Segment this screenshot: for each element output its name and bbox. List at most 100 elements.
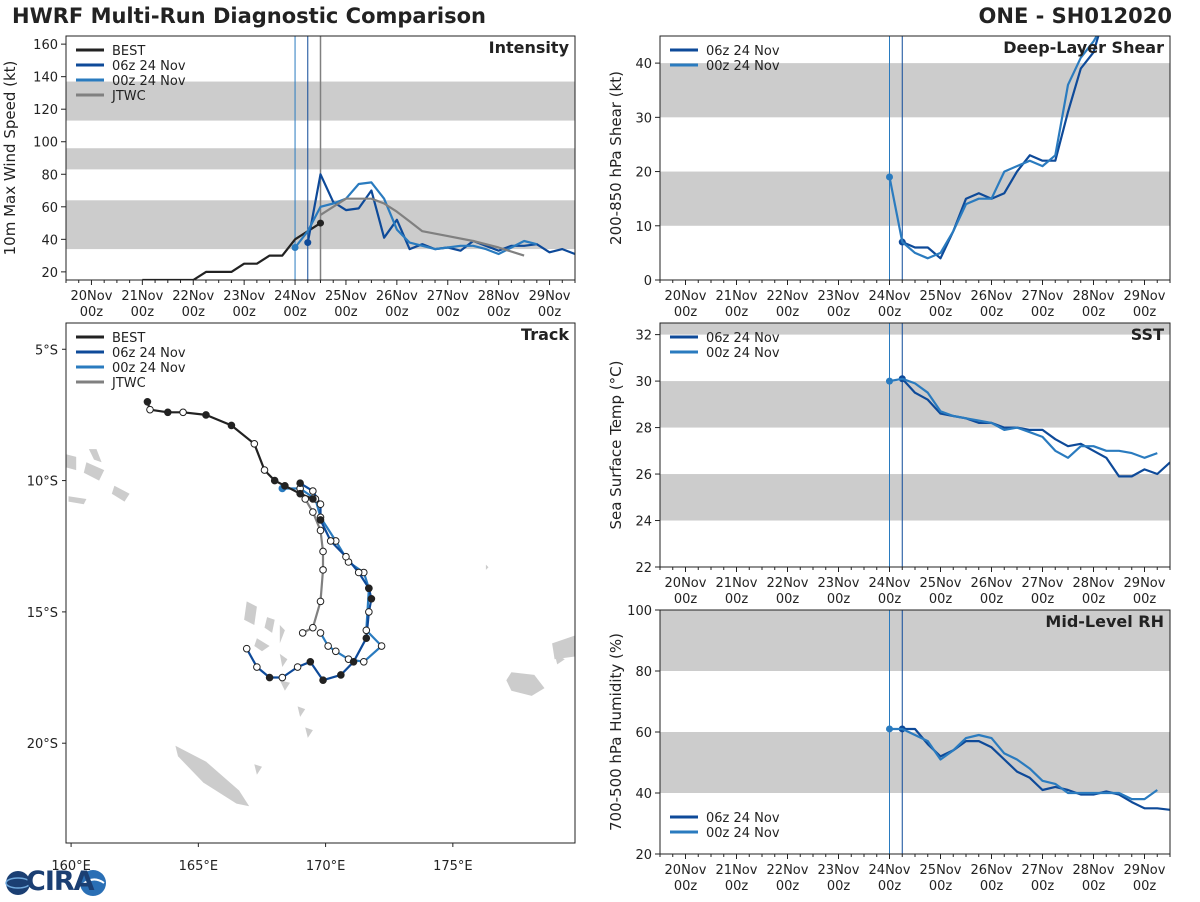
rh-xtick-hour: 00z bbox=[1031, 879, 1055, 894]
intensity-ytick-label: 80 bbox=[41, 168, 58, 183]
intensity-xtick-hour: 00z bbox=[487, 305, 511, 320]
track-point-best bbox=[227, 421, 236, 430]
rh-xtick-day: 26Nov bbox=[971, 863, 1013, 878]
sst-ytick-label: 24 bbox=[635, 515, 652, 530]
track-panel-title: Track bbox=[521, 325, 569, 344]
sst-series-run00 bbox=[889, 377, 1158, 459]
intensity-legend-label: BEST bbox=[112, 44, 145, 59]
land-island bbox=[305, 727, 313, 738]
track-point-best bbox=[260, 466, 269, 474]
panel-intensity: 2040608010012014016020Nov00z21Nov00z22No… bbox=[1, 35, 576, 320]
rh-band-0 bbox=[660, 732, 1170, 793]
rh-xtick-day: 28Nov bbox=[1073, 863, 1115, 878]
shear-ytick-label: 10 bbox=[635, 220, 652, 235]
rh-xtick-day: 23Nov bbox=[818, 863, 860, 878]
shear-xtick-day: 26Nov bbox=[971, 289, 1013, 304]
cira-logo: CIRA bbox=[4, 866, 108, 898]
track-point-run00 bbox=[331, 647, 340, 656]
sst-xtick-hour: 00z bbox=[1082, 592, 1106, 607]
track-point-run06 bbox=[242, 644, 251, 653]
track-point-run00 bbox=[362, 626, 371, 635]
sst-ytick-label: 32 bbox=[635, 329, 652, 344]
land-island bbox=[68, 496, 87, 505]
shear-ylabel: 200-850 hPa Shear (kt) bbox=[607, 71, 625, 245]
shear-legend-label: 00z 24 Nov bbox=[706, 59, 780, 74]
sst-xtick-day: 29Nov bbox=[1124, 576, 1166, 591]
land-island bbox=[111, 485, 130, 502]
shear-xtick-day: 21Nov bbox=[716, 289, 758, 304]
land-island bbox=[279, 680, 290, 691]
sst-xtick-hour: 00z bbox=[878, 592, 902, 607]
track-point-best bbox=[202, 411, 210, 419]
intensity-xtick-hour: 00z bbox=[131, 305, 155, 320]
globe-icon bbox=[5, 870, 106, 896]
shear-xtick-hour: 00z bbox=[878, 305, 902, 320]
rh-xtick-day: 24Nov bbox=[869, 863, 911, 878]
intensity-ytick-label: 40 bbox=[41, 233, 58, 248]
track-point-best bbox=[250, 440, 259, 448]
rh-band-1 bbox=[660, 610, 1170, 671]
track-point-run06 bbox=[326, 537, 335, 545]
track-point-run06 bbox=[319, 676, 327, 684]
track-point-best bbox=[179, 408, 187, 417]
track-point-run00 bbox=[316, 629, 325, 637]
intensity-ytick-label: 60 bbox=[41, 201, 58, 216]
shear-band-0 bbox=[660, 171, 1170, 226]
track-legend-label: JTWC bbox=[111, 376, 146, 391]
panel-shear: 01020304020Nov00z21Nov00z22Nov00z23Nov00… bbox=[607, 35, 1171, 320]
track-point-jtwc bbox=[319, 547, 327, 556]
land-island bbox=[279, 625, 285, 644]
rh-xtick-day: 21Nov bbox=[716, 863, 758, 878]
rh-ytick-label: 40 bbox=[635, 787, 652, 802]
sst-xtick-hour: 00z bbox=[929, 592, 953, 607]
intensity-xtick-day: 22Nov bbox=[172, 289, 214, 304]
track-point-run06 bbox=[367, 594, 376, 603]
intensity-xtick-hour: 00z bbox=[436, 305, 460, 320]
track-point-jtwc bbox=[309, 508, 317, 516]
track-point-jtwc bbox=[319, 566, 327, 574]
shear-xtick-hour: 00z bbox=[1082, 305, 1106, 320]
shear-marker-run00 bbox=[886, 173, 893, 181]
track-xtick-label: 175°E bbox=[433, 859, 473, 874]
sst-xtick-day: 22Nov bbox=[767, 576, 809, 591]
track-point-best bbox=[143, 397, 152, 406]
intensity-panel-title: Intensity bbox=[489, 38, 570, 57]
sst-xtick-day: 27Nov bbox=[1022, 576, 1064, 591]
track-legend-label: 00z 24 Nov bbox=[112, 361, 186, 376]
sst-marker-run00 bbox=[886, 377, 893, 385]
land-island bbox=[175, 745, 250, 807]
intensity-ytick-label: 100 bbox=[33, 136, 58, 151]
shear-ytick-label: 30 bbox=[635, 111, 652, 126]
track-point-best bbox=[309, 495, 317, 503]
sst-legend-label: 00z 24 Nov bbox=[706, 346, 780, 361]
track-point-jtwc bbox=[316, 526, 325, 535]
track-legend-label: BEST bbox=[112, 331, 145, 346]
intensity-xtick-hour: 00z bbox=[232, 305, 256, 320]
intensity-xtick-day: 20Nov bbox=[70, 289, 112, 304]
track-point-run06 bbox=[253, 663, 261, 671]
sst-band-2 bbox=[660, 323, 1170, 335]
sst-xtick-day: 28Nov bbox=[1073, 576, 1115, 591]
intensity-xtick-day: 26Nov bbox=[376, 289, 418, 304]
shear-ytick-label: 40 bbox=[635, 57, 652, 72]
land-island bbox=[554, 653, 565, 665]
track-point-best bbox=[296, 489, 304, 498]
land-island bbox=[485, 564, 489, 570]
shear-xtick-day: 22Nov bbox=[767, 289, 809, 304]
track-point-jtwc bbox=[301, 495, 310, 503]
intensity-legend-label: 00z 24 Nov bbox=[112, 74, 186, 89]
storm-id: ONE - SH012020 bbox=[978, 4, 1172, 28]
land-island bbox=[83, 462, 105, 481]
land-island bbox=[297, 706, 306, 717]
rh-xtick-hour: 00z bbox=[725, 879, 749, 894]
intensity-series-run00 bbox=[294, 181, 538, 256]
track-xtick-label: 165°E bbox=[179, 859, 219, 874]
track-point-run06 bbox=[316, 516, 325, 524]
track-point-run06 bbox=[296, 479, 304, 488]
sst-band-0 bbox=[660, 474, 1170, 521]
sst-xtick-hour: 00z bbox=[980, 592, 1004, 607]
sst-xtick-hour: 00z bbox=[1133, 592, 1157, 607]
track-point-run06 bbox=[293, 663, 302, 671]
